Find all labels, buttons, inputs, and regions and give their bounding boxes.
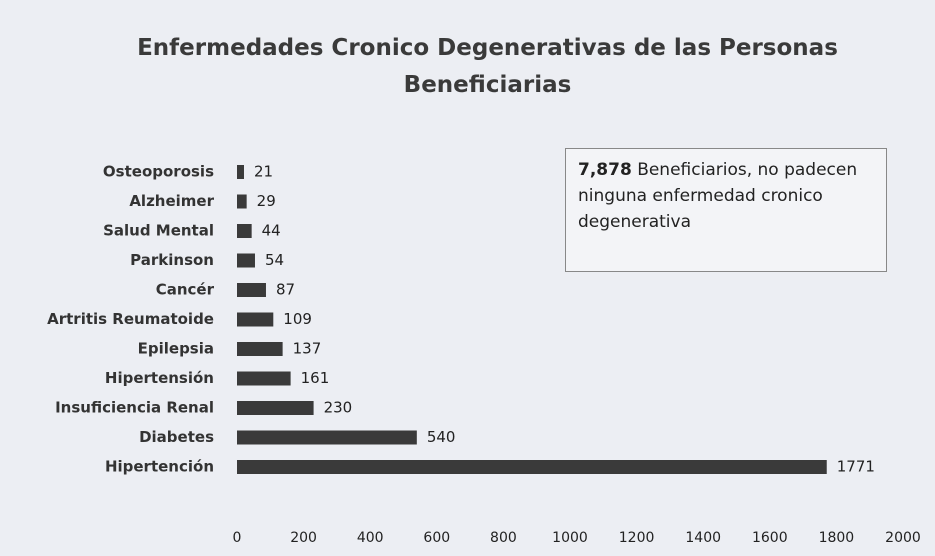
data-label: 109 xyxy=(283,310,312,328)
data-label: 87 xyxy=(276,281,295,299)
y-tick-label: Salud Mental xyxy=(103,222,214,240)
y-tick-label: Hipertensión xyxy=(105,369,214,387)
x-tick-label: 1200 xyxy=(619,530,655,546)
x-tick-label: 1000 xyxy=(552,530,588,546)
y-tick-label: Epilepsia xyxy=(138,340,214,358)
bar xyxy=(237,342,283,356)
x-tick-label: 600 xyxy=(423,530,450,546)
y-tick-label: Cancér xyxy=(156,281,215,299)
bar xyxy=(237,165,244,179)
y-tick-label: Insuficiencia Renal xyxy=(55,399,214,417)
bar xyxy=(237,253,255,268)
bar xyxy=(237,430,417,445)
y-tick-label: Parkinson xyxy=(130,251,214,269)
x-tick-label: 1400 xyxy=(685,530,721,546)
data-label: 540 xyxy=(427,428,456,446)
x-tick-label: 800 xyxy=(490,530,517,546)
data-label: 54 xyxy=(265,251,284,269)
chart-title: Enfermedades Cronico Degenerativas de la… xyxy=(137,35,838,98)
data-label: 161 xyxy=(301,369,330,387)
annotation: 7,878 Beneficiarios, no padecen ninguna … xyxy=(565,148,887,272)
x-tick-label: 1800 xyxy=(819,530,855,546)
y-tick-label: Artritis Reumatoide xyxy=(47,310,214,328)
data-label: 137 xyxy=(293,340,322,358)
y-tick-label: Diabetes xyxy=(139,428,214,446)
annotation-text: Beneficiarios, no padecen ninguna enferm… xyxy=(578,160,858,232)
data-label: 1771 xyxy=(837,458,875,476)
data-label: 21 xyxy=(254,163,273,181)
x-tick-label: 200 xyxy=(290,530,317,546)
data-label: 44 xyxy=(262,222,281,240)
x-tick-label: 2000 xyxy=(885,530,921,546)
bar xyxy=(237,194,247,209)
bar xyxy=(237,460,827,474)
y-tick-label: Hipertención xyxy=(105,458,214,476)
data-label: 230 xyxy=(324,399,353,417)
bar xyxy=(237,283,266,297)
x-tick-label: 0 xyxy=(233,530,242,546)
bar xyxy=(237,312,274,327)
x-tick-label: 400 xyxy=(357,530,384,546)
bar xyxy=(237,371,291,386)
data-label: 29 xyxy=(257,192,276,210)
y-tick-label: Osteoporosis xyxy=(103,163,214,181)
bar xyxy=(237,224,252,238)
y-tick-label: Alzheimer xyxy=(129,192,214,210)
annotation-bold: 7,878 xyxy=(578,160,632,180)
x-tick-label: 1600 xyxy=(752,530,788,546)
bar xyxy=(237,401,314,415)
